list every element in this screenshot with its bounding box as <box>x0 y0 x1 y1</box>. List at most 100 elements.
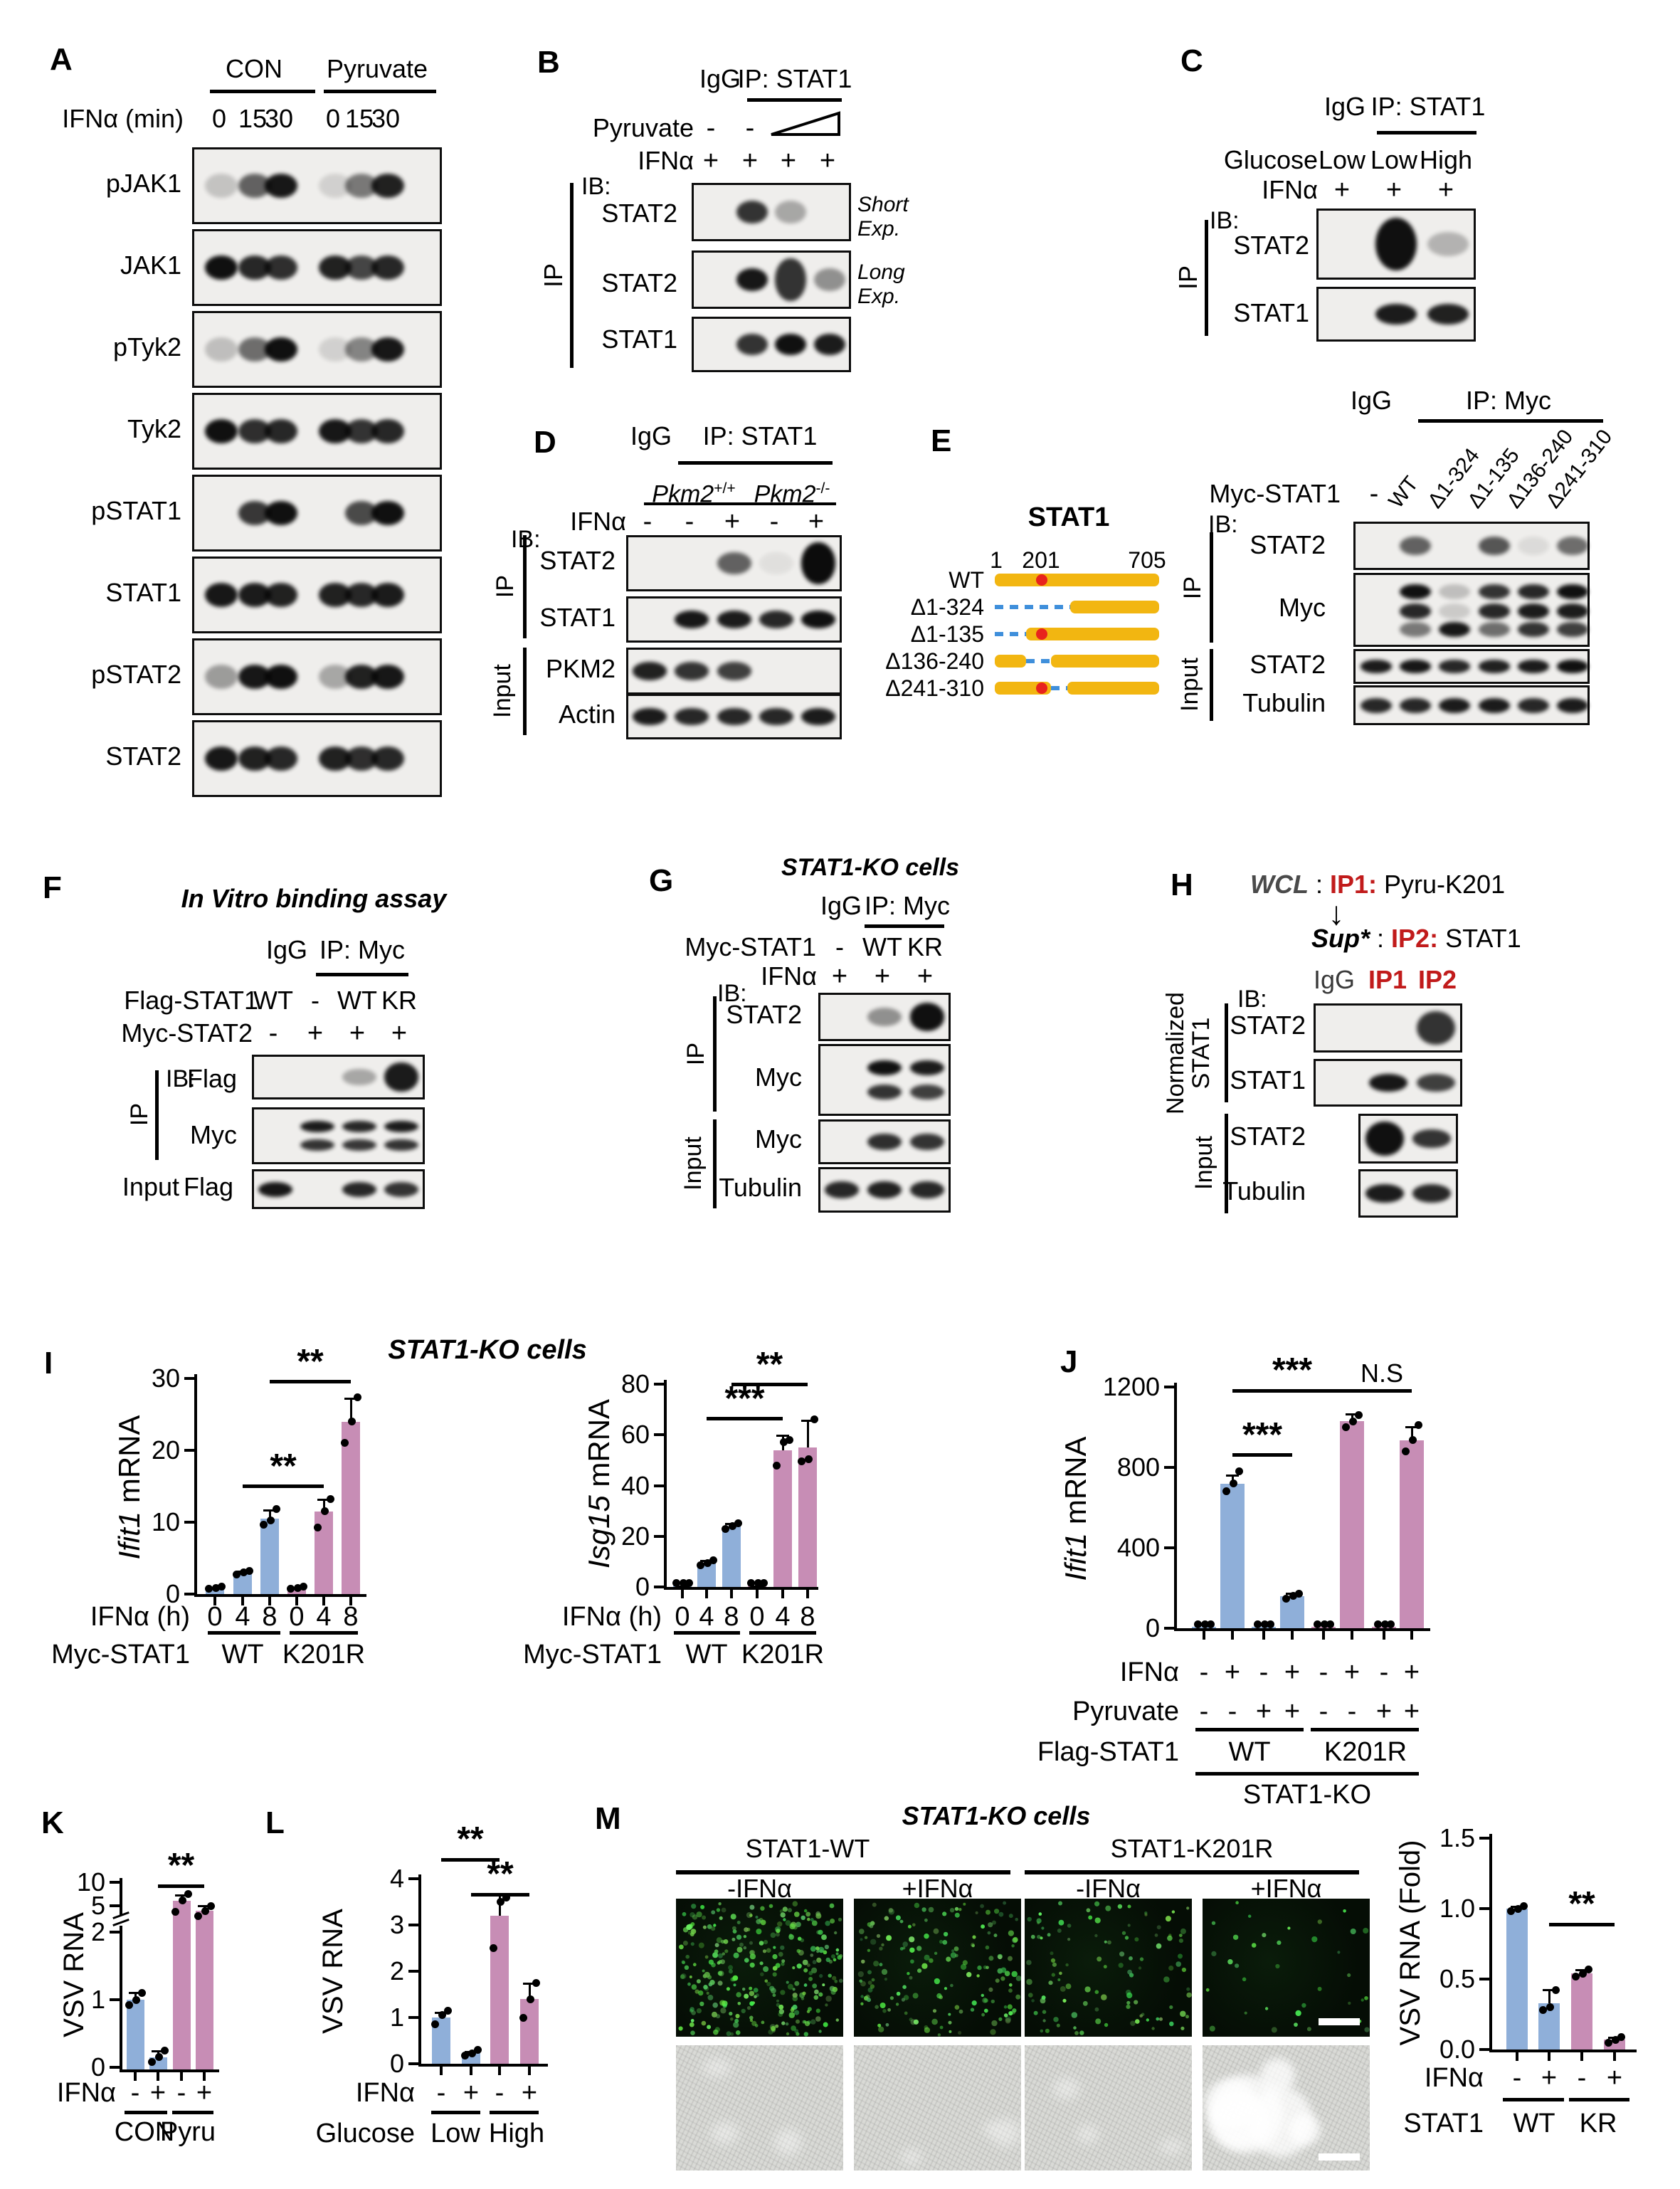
wb-band <box>1518 697 1549 713</box>
a-treatment-label: IFNα (min) <box>62 104 184 133</box>
wb-band <box>342 1068 376 1086</box>
chart-data-point <box>1294 1589 1303 1598</box>
chart-sig-line <box>707 1417 783 1421</box>
d-ifn-value: + <box>724 506 741 537</box>
chart-x-row-label: IFNα <box>1119 1657 1179 1687</box>
chart-group-label: Pyru <box>159 2116 216 2147</box>
chart-y-tick-label: 10 <box>151 1507 180 1536</box>
b-blot <box>692 317 851 372</box>
a-underline-pyruvate <box>324 90 436 93</box>
chart-data-point <box>1584 1965 1592 1973</box>
e-ip-underline <box>1418 419 1603 423</box>
f-myc-value: + <box>349 1018 366 1048</box>
wb-band <box>265 419 297 443</box>
chart-group-label: K201R <box>282 1639 366 1670</box>
wb-band <box>1439 697 1470 713</box>
chart-group-label: WT <box>221 1639 264 1670</box>
h-norm-bracket <box>1225 1003 1228 1102</box>
chart-data-point <box>1617 2032 1625 2041</box>
b-note-exp2: Exp. <box>857 284 901 308</box>
f-myc-label: Myc-STAT2 <box>121 1018 253 1048</box>
wb-band <box>265 665 297 689</box>
chart-y-axis <box>664 1380 667 1588</box>
wb-band <box>1518 660 1549 673</box>
c-ifn-value: + <box>1385 174 1402 205</box>
chart-data-point <box>443 2006 452 2015</box>
wb-band <box>371 583 404 607</box>
wb-band <box>910 1133 944 1151</box>
chart-data-point <box>489 1944 497 1952</box>
g-blot <box>818 993 951 1041</box>
m-group-wt: STAT1-WT <box>745 1834 870 1863</box>
h-ip1: IP1: <box>1329 870 1378 899</box>
chart-data-point <box>1222 1487 1230 1496</box>
chart-data-point <box>502 1893 510 1901</box>
panel-label-g: G <box>649 863 674 898</box>
chart-data-point <box>496 1898 504 1906</box>
chart-data-point <box>137 1989 146 1997</box>
chart-data-point <box>154 2053 163 2062</box>
chart-x-value: 0 <box>675 1601 690 1632</box>
chart-y-tick <box>654 1484 664 1487</box>
chart-y-tick <box>1164 1386 1174 1388</box>
chart-y-label-text: VSV RNA (Fold) <box>1395 1840 1426 2046</box>
m-fluorescence-image <box>676 1899 843 2037</box>
chart-data-point <box>721 1524 729 1533</box>
chart-y-tick-label: 30 <box>151 1363 180 1393</box>
wb-band <box>371 747 404 771</box>
chart-x-value: + <box>521 2077 538 2108</box>
e-blot <box>1353 685 1590 725</box>
chart-data-point <box>320 1507 329 1516</box>
chart-sig-label: ** <box>1568 1885 1595 1924</box>
wb-band <box>633 662 667 680</box>
d-input-side-label: Input <box>489 664 516 718</box>
m-group-k201r-underline <box>1025 1870 1359 1874</box>
chart-data-point <box>259 1520 268 1529</box>
e-diagram-row-label: Δ1-135 <box>910 621 984 647</box>
chart-y-axis <box>1489 1834 1492 2051</box>
chart-data-point <box>1326 1620 1334 1628</box>
wb-band <box>1557 660 1588 673</box>
chart-y-tick <box>184 1593 194 1595</box>
chart-group-label: WT <box>1228 1736 1271 1767</box>
chart-y-tick <box>110 1998 120 2001</box>
chart-data-point <box>313 1523 322 1531</box>
chart-bar <box>126 2000 144 2069</box>
b-pyruvate-minus: - <box>745 112 755 143</box>
chart-x-tick <box>705 1590 708 1598</box>
chart-y-tick <box>110 1904 120 1907</box>
chart-bar <box>520 1999 539 2064</box>
chart-data-point <box>1546 2003 1554 2012</box>
c-ib-label: IB: <box>1210 207 1240 234</box>
chart-y-tick <box>408 2016 418 2019</box>
chart-data-point <box>804 1455 813 1463</box>
wb-band <box>1427 303 1469 325</box>
e-k201-dot-icon <box>1035 682 1047 694</box>
f-myc-value: - <box>268 1018 278 1048</box>
d-ifn-value: - <box>643 506 653 537</box>
e-header-ip: IP: Myc <box>1465 386 1551 415</box>
chart-data-point <box>1538 2006 1547 2015</box>
chart-error-bar <box>350 1398 352 1422</box>
chart-group-label: WT <box>685 1639 728 1670</box>
chart-y-tick <box>1479 1978 1489 1980</box>
chart-group-underline <box>1311 1728 1419 1731</box>
wb-band <box>736 333 768 356</box>
g-ip-side-label: IP <box>682 1042 709 1066</box>
chart-data-point <box>785 1435 793 1444</box>
chart-x-value: - <box>1512 2062 1522 2093</box>
wb-band <box>736 268 768 291</box>
chart-y-tick-label: 0 <box>635 1572 650 1601</box>
h-scheme-line1: WCL: IP1: Pyru-K201 <box>1250 870 1649 900</box>
m-brightfield-patch <box>702 2058 731 2077</box>
chart-y-label-gene: Ifit1 <box>112 1511 146 1560</box>
a-blot-JAK1 <box>192 229 442 306</box>
wb-band <box>1416 1073 1456 1092</box>
wb-band <box>258 1181 292 1197</box>
wb-band <box>1412 1129 1451 1149</box>
a-row-label: pSTAT2 <box>91 660 181 689</box>
e-domain-bar <box>1026 628 1159 640</box>
g-ip-underline <box>865 924 944 928</box>
chart-data-point <box>194 1912 202 1921</box>
f-flag-value: KR <box>381 986 417 1015</box>
